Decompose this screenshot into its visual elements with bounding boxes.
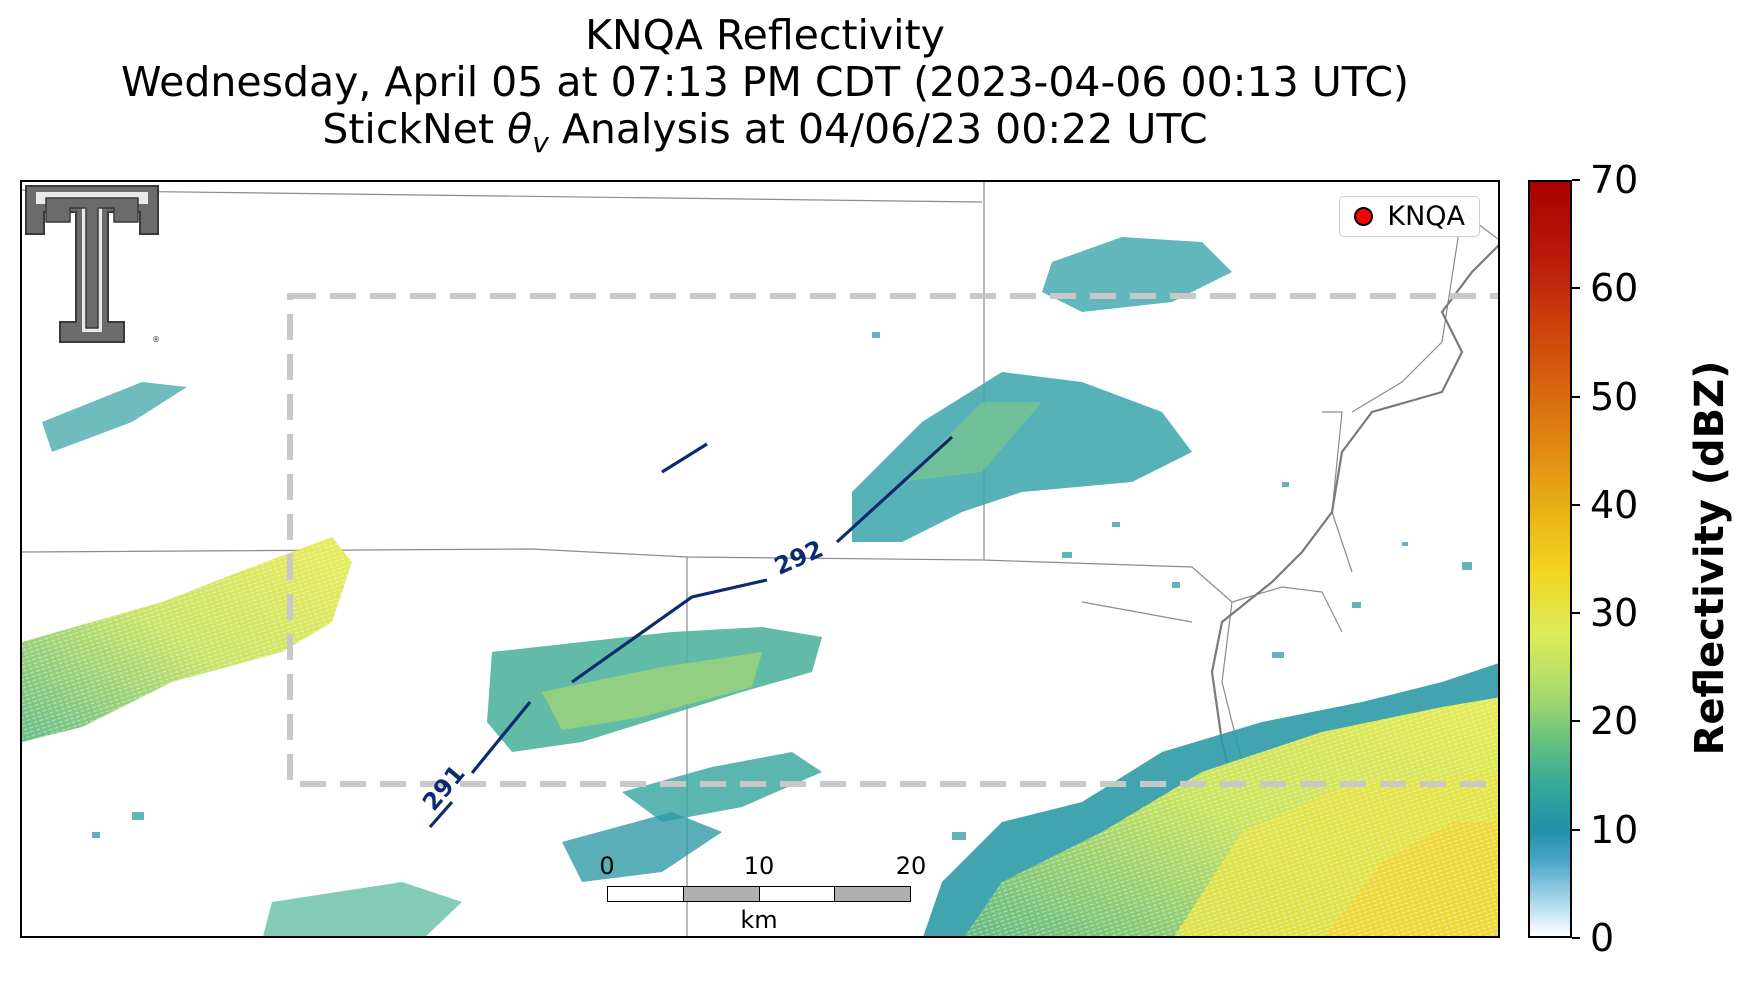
analysis-domain-box — [287, 293, 1498, 787]
county-line — [1351, 341, 1443, 413]
title-analysis-suffix: Analysis at 04/06/23 00:22 UTC — [548, 105, 1208, 153]
theta-symbol: θ — [507, 105, 533, 153]
reflectivity-colorbar — [1528, 180, 1572, 938]
echo-speck — [952, 832, 966, 840]
colorbar-title: Reflectivity (dBZ) — [1687, 360, 1733, 756]
legend-label-knqa: KNQA — [1387, 201, 1465, 232]
echo-north — [1042, 237, 1232, 312]
contour-292-lower — [571, 578, 768, 684]
colorbar-tick-mark — [1572, 503, 1580, 506]
title-datetime: Wednesday, April 05 at 07:13 PM CDT (202… — [121, 58, 1409, 106]
map-layers: 291 292 — [22, 182, 1498, 936]
colorbar-tick-mark — [1572, 395, 1580, 398]
colorbar-tick-label: 30 — [1590, 591, 1639, 636]
title-radar: KNQA Reflectivity — [585, 11, 945, 59]
colorbar-tick-label: 0 — [1590, 916, 1615, 960]
map-legend: KNQA — [1339, 196, 1480, 237]
colorbar-tick-mark — [1572, 287, 1580, 290]
colorbar-tick-mark — [1572, 720, 1580, 723]
scale-track — [607, 886, 911, 902]
logo-center-t — [45, 197, 139, 329]
county-line — [1322, 411, 1353, 573]
echo-speck — [872, 332, 880, 338]
colorbar-tick-label: 20 — [1590, 699, 1639, 744]
theta-subscript: v — [532, 126, 549, 160]
echo-speck — [1062, 552, 1072, 558]
logo-registered-mark: ® — [152, 335, 160, 344]
echo-speck — [1282, 482, 1289, 487]
scale-segment — [683, 887, 760, 901]
scale-segment — [835, 887, 910, 901]
echo-central-core — [542, 652, 762, 730]
title-analysis-prefix: StickNet — [322, 105, 508, 153]
scale-tick-0: 0 — [599, 852, 615, 880]
echo-south-band-2 — [562, 812, 722, 882]
scale-segment — [759, 887, 836, 901]
scale-segment — [608, 887, 684, 901]
scale-tick-10: 10 — [743, 852, 775, 880]
scale-bar: 0 10 20 km — [599, 852, 926, 936]
echo-speck — [1462, 562, 1472, 570]
colorbar-tick-label: 60 — [1590, 266, 1639, 311]
river-state-line — [1210, 244, 1498, 936]
echo-northeast-core — [902, 402, 1042, 482]
colorbar-tick-mark — [1572, 937, 1580, 939]
contour-292-north — [661, 442, 708, 474]
contour-292-upper — [835, 435, 954, 544]
colorbar-tick-label: 40 — [1590, 482, 1639, 527]
echo-speck — [1112, 522, 1120, 527]
scale-tick-20: 20 — [895, 852, 927, 880]
figure-title: KNQA Reflectivity Wednesday, April 05 at… — [0, 12, 1530, 166]
radar-map[interactable]: 291 292 ® KNQA 0 10 20 km — [20, 180, 1500, 938]
county-line — [1081, 601, 1193, 623]
echo-speck — [1352, 602, 1361, 608]
echo-southeast-texture — [964, 697, 1498, 936]
echo-speck — [132, 812, 144, 820]
echo-northwest — [42, 382, 187, 452]
title-analysis: StickNet θv Analysis at 04/06/23 00:22 U… — [0, 106, 1530, 166]
reflectivity-echoes — [22, 237, 1498, 936]
texas-tech-logo: ® — [25, 185, 160, 344]
echo-specks — [92, 332, 1472, 840]
echo-northeast-band — [852, 372, 1192, 542]
county-line — [22, 189, 983, 203]
county-line — [1231, 586, 1343, 633]
colorbar-tick-mark — [1572, 612, 1580, 615]
scale-unit: km — [740, 906, 778, 934]
radar-site-marker — [1354, 207, 1374, 226]
contour-291-upper — [470, 700, 532, 775]
echo-speck — [1402, 542, 1408, 546]
colorbar-tick-label: 10 — [1590, 807, 1639, 852]
colorbar-tick-label: 50 — [1590, 374, 1639, 419]
colorbar-tick-mark — [1572, 828, 1580, 831]
colorbar-tick-label: 70 — [1590, 158, 1639, 202]
contour-label-291: 291 — [417, 760, 471, 816]
echo-speck — [1172, 582, 1180, 588]
echo-west-texture — [22, 537, 352, 742]
echo-south-west — [263, 882, 462, 936]
echo-speck — [92, 832, 100, 838]
contour-291-lower — [428, 800, 454, 829]
county-boundaries — [22, 182, 1498, 936]
contour-label-292: 292 — [770, 535, 827, 581]
colorbar-tick-mark — [1572, 179, 1580, 181]
echo-speck — [1272, 652, 1284, 658]
theta-v-contours — [428, 435, 954, 829]
